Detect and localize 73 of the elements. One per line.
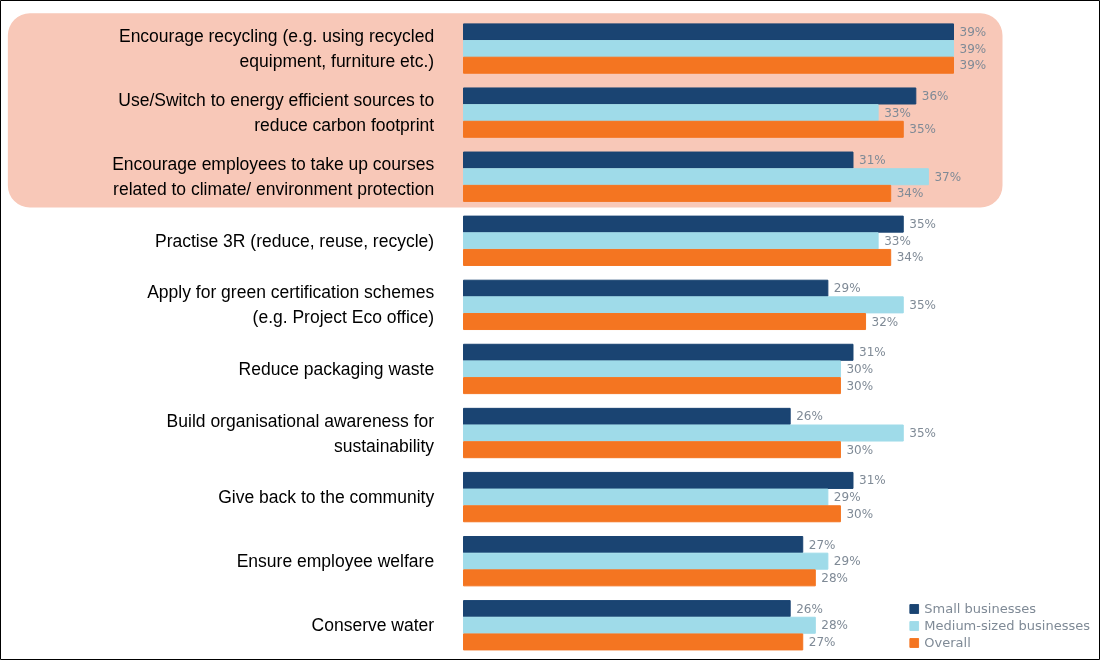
data-label: 29%: [833, 490, 861, 505]
y-tick-label: Conserve water: [311, 615, 435, 636]
bar: [463, 471, 854, 489]
bar: [463, 40, 955, 58]
y-tick-label: Encourage employees to take up courses related to climate/ environment protection: [112, 154, 435, 200]
data-label: 36%: [921, 88, 949, 103]
y-tick-label: Encourage recycling (e.g. using recycled equipment, furniture etc.): [118, 26, 435, 72]
bar: [463, 248, 892, 266]
y-tick-label: Give back to the community: [218, 487, 435, 508]
bar: [463, 87, 917, 105]
y-tick-label: Reduce packaging waste: [238, 358, 435, 379]
data-label: 30%: [846, 378, 874, 393]
bar: [463, 488, 829, 506]
bar: [463, 215, 904, 233]
data-label: 27%: [808, 634, 836, 649]
y-tick-label: Apply for green certification schemes (e.g. Project Eco office): [147, 282, 435, 328]
bar: [463, 279, 829, 297]
bar: [463, 296, 904, 314]
bar: [463, 184, 892, 202]
bar: [463, 536, 804, 554]
data-label: 39%: [959, 24, 987, 39]
data-label: 39%: [959, 58, 987, 73]
legend-label: Overall: [924, 635, 971, 650]
data-label: 32%: [871, 314, 899, 329]
data-label: 29%: [833, 554, 861, 569]
data-label: 35%: [909, 297, 936, 312]
y-tick-label: Build organisational awareness for sustainability: [166, 410, 435, 456]
bar: [463, 151, 854, 169]
data-label: 39%: [959, 41, 987, 56]
data-label: 30%: [846, 506, 874, 521]
bar: [463, 313, 867, 331]
data-label: 30%: [846, 442, 874, 457]
bar: [463, 120, 904, 138]
data-label: 35%: [909, 217, 936, 232]
bar: [463, 424, 904, 442]
data-label: 33%: [884, 105, 911, 120]
data-label: 31%: [859, 345, 886, 360]
data-label: 31%: [859, 473, 886, 488]
bar: [463, 104, 879, 122]
data-label: 27%: [808, 537, 836, 552]
bar: [463, 569, 816, 587]
legend-label: Small businesses: [924, 601, 1036, 616]
bar: [463, 23, 955, 41]
data-label: 28%: [821, 570, 848, 585]
bar: [463, 633, 804, 651]
bar: [463, 552, 829, 570]
bar: [463, 232, 879, 250]
bar: [463, 600, 791, 618]
data-label: 34%: [896, 186, 924, 201]
data-label: 30%: [846, 361, 874, 376]
y-tick-label: Ensure employee welfare: [236, 551, 435, 572]
data-label: 31%: [859, 153, 886, 168]
bar: [463, 441, 841, 459]
bar: [463, 505, 841, 523]
data-label: 28%: [821, 618, 848, 633]
data-label: 35%: [909, 426, 936, 441]
data-label: 34%: [896, 250, 924, 265]
bar: [463, 168, 929, 186]
legend-label: Medium-sized businesses: [924, 618, 1090, 633]
data-label: 33%: [884, 233, 911, 248]
bar: [463, 407, 791, 425]
bar: [463, 343, 854, 361]
data-label: 37%: [934, 169, 962, 184]
bar: [463, 56, 955, 74]
bar: [463, 377, 841, 395]
data-label: 26%: [796, 409, 823, 424]
data-label: 29%: [833, 281, 861, 296]
data-label: 35%: [909, 122, 936, 137]
data-label: 26%: [796, 601, 823, 616]
bar: [463, 360, 841, 378]
bar: [463, 616, 816, 634]
y-tick-label: Use/Switch to energy efficient sources to reduce carbon footprint: [118, 90, 435, 136]
y-tick-label: Practise 3R (reduce, reuse, recycle): [155, 230, 435, 251]
